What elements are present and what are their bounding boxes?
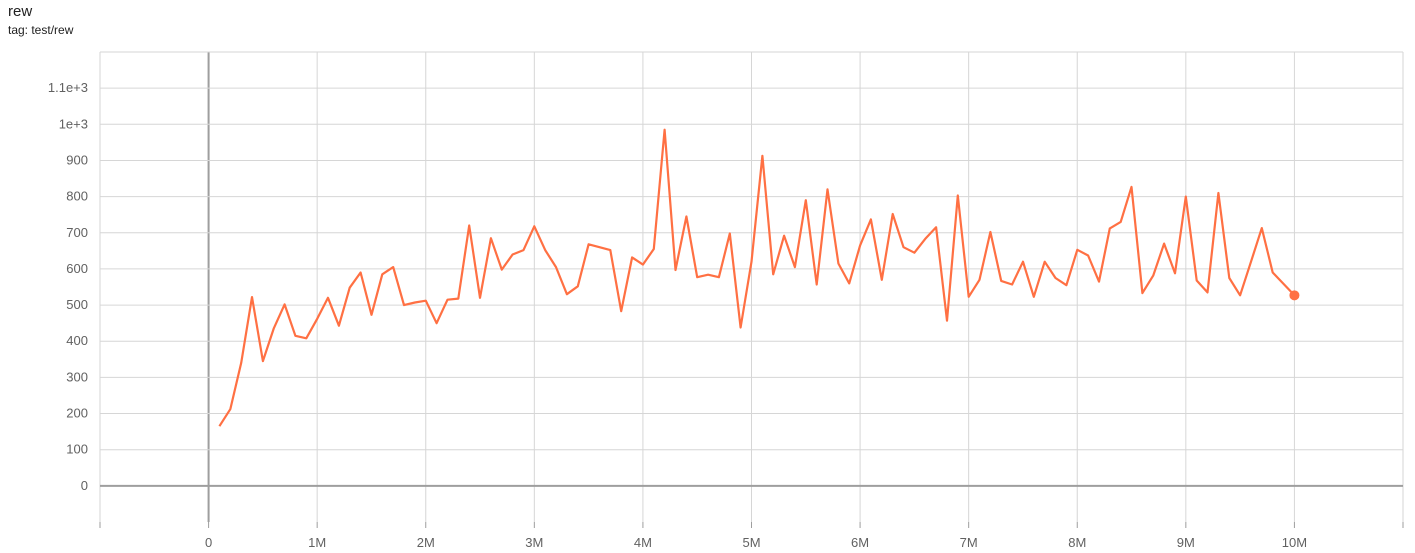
y-tick-label: 200 <box>66 406 88 421</box>
y-tick-label: 1e+3 <box>59 116 88 131</box>
y-tick-label: 300 <box>66 369 88 384</box>
chart-tag: tag: test/rew <box>8 23 74 37</box>
x-tick-label: 6M <box>851 535 869 550</box>
y-tick-label: 900 <box>66 152 88 167</box>
x-tick-label: 9M <box>1177 535 1195 550</box>
x-tick-label: 5M <box>742 535 760 550</box>
y-tick-label: 400 <box>66 333 88 348</box>
y-tick-label: 100 <box>66 442 88 457</box>
x-tick-label: 3M <box>525 535 543 550</box>
y-tick-label: 1.1e+3 <box>48 80 88 95</box>
y-tick-label: 600 <box>66 261 88 276</box>
y-tick-label: 500 <box>66 297 88 312</box>
series-line <box>218 128 1296 427</box>
x-tick-label: 4M <box>634 535 652 550</box>
x-tick-label: 10M <box>1282 535 1307 550</box>
last-data-point <box>1289 290 1300 301</box>
x-tick-label: 2M <box>417 535 435 550</box>
y-tick-label: 0 <box>81 478 88 493</box>
y-tick-label: 700 <box>66 225 88 240</box>
x-tick-label: 7M <box>960 535 978 550</box>
x-tick-label: 1M <box>308 535 326 550</box>
x-tick-label: 0 <box>205 535 212 550</box>
y-tick-label: 800 <box>66 189 88 204</box>
chart-title: rew <box>8 3 33 20</box>
x-tick-label: 8M <box>1068 535 1086 550</box>
